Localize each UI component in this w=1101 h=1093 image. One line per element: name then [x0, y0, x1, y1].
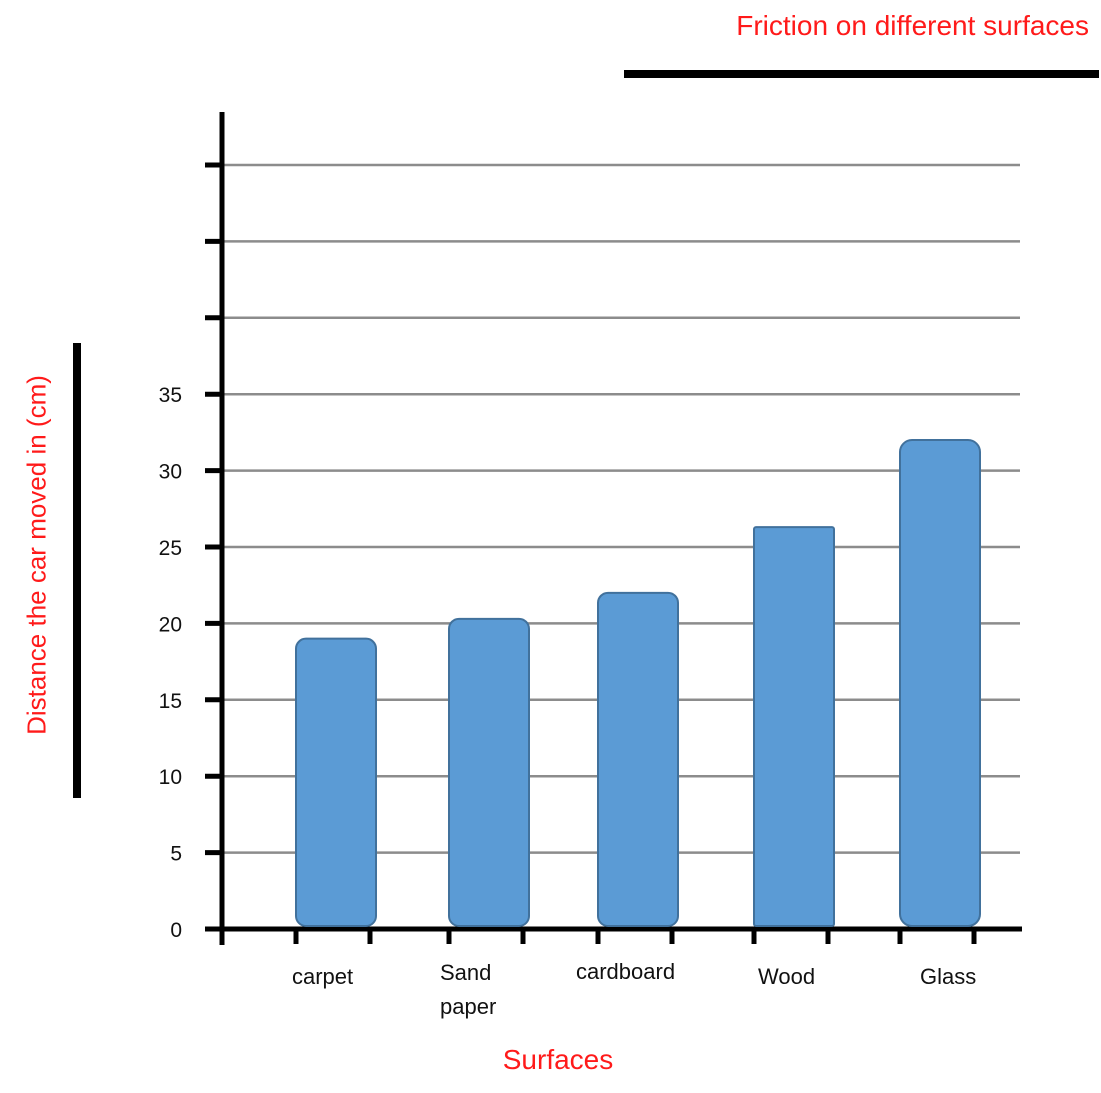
x-tick-label-line: paper — [440, 994, 497, 1019]
bar — [597, 591, 679, 928]
y-label-bar-line — [73, 343, 81, 798]
y-tick-label: 20 — [159, 613, 182, 636]
x-tick-label: cardboard — [576, 955, 675, 989]
y-tick-label: 25 — [159, 537, 182, 560]
y-tick-label: 35 — [159, 384, 182, 407]
x-tick-label: carpet — [292, 960, 353, 994]
bar — [899, 439, 981, 927]
y-tick-label: 10 — [159, 766, 182, 789]
x-tick-label-line: carpet — [292, 964, 354, 989]
bar — [753, 526, 835, 927]
bar — [448, 617, 530, 927]
x-tick-label: Glass — [920, 960, 976, 994]
title-underline — [624, 70, 1099, 78]
y-tick-label: 15 — [159, 690, 182, 713]
chart-title: Friction on different surfaces — [736, 10, 1089, 41]
y-tick-label: 5 — [170, 843, 182, 866]
x-axis-label: Surfaces — [502, 1044, 614, 1075]
x-tick-label-line: cardboard — [576, 959, 676, 984]
y-tick-label: 0 — [170, 919, 182, 942]
bar — [295, 637, 377, 927]
y-tick-label: 30 — [159, 461, 182, 484]
x-tick-label-line: Glass — [920, 964, 977, 989]
x-tick-label: Wood — [758, 960, 815, 994]
x-tick-label-line: Wood — [758, 964, 816, 989]
x-tick-label-line: Sand — [440, 960, 492, 985]
x-tick-label: Sand paper — [440, 956, 496, 1024]
